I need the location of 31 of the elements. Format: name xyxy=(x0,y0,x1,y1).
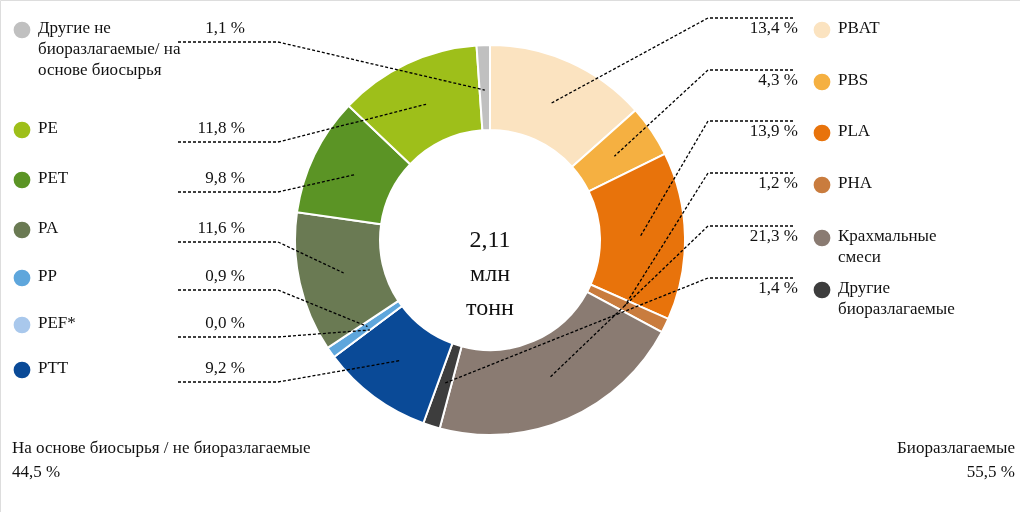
text: 44,5 % xyxy=(12,462,61,481)
legend-label: PBAT xyxy=(838,18,881,37)
legend-label: PBS xyxy=(838,70,869,89)
legend-label: PEF* xyxy=(38,313,76,332)
data-label: 1,2 % xyxy=(758,173,798,192)
legend-label: PA xyxy=(38,218,59,237)
legend-label: Крахмальные смеси xyxy=(838,226,937,266)
text: 2,11 млн тонн xyxy=(466,226,515,320)
text: 0,0 % xyxy=(205,313,245,332)
data-label: 1,1 % xyxy=(205,18,245,37)
data-label: 13,9 % xyxy=(749,121,798,140)
data-label: 1,4 % xyxy=(758,278,798,297)
legend-label: Другие биоразлагаемые xyxy=(838,278,955,318)
data-label: 11,6 % xyxy=(197,218,245,237)
data-label: 21,3 % xyxy=(749,226,798,245)
legend-label: PTT xyxy=(38,358,69,377)
text: 55,5 % xyxy=(966,462,1015,481)
legend-label: PLA xyxy=(838,121,871,140)
data-label: 9,8 % xyxy=(205,168,245,187)
data-label: 4,3 % xyxy=(758,70,798,89)
legend-label: PET xyxy=(38,168,69,187)
legend-label: PHA xyxy=(838,173,873,192)
legend-label: PE xyxy=(38,118,58,137)
data-label: 0,9 % xyxy=(205,266,245,285)
data-label: 13,4 % xyxy=(749,18,798,37)
data-label: 9,2 % xyxy=(205,358,245,377)
data-label: 11,8 % xyxy=(197,118,245,137)
text: Биоразлагаемые xyxy=(897,438,1015,457)
legend-label: Другие не биоразлагаемые/ на основе биосырья xyxy=(38,18,181,79)
legend-label: PP xyxy=(38,266,57,285)
text: На основе биосырья / не биоразлагаемые xyxy=(12,438,311,457)
